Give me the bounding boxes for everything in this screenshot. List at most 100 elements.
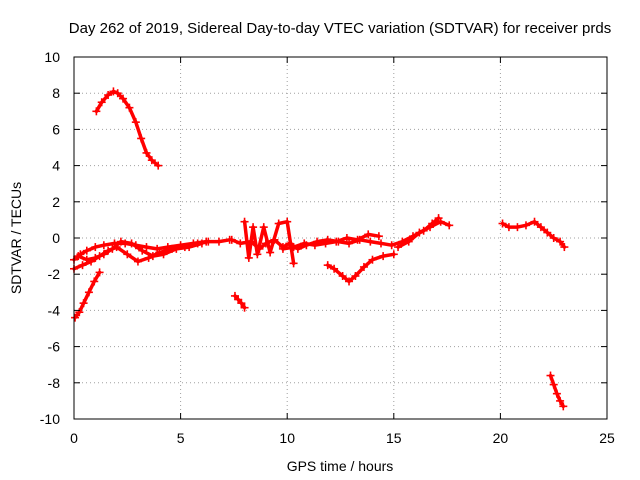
y-tick-label: -10 — [40, 411, 60, 427]
x-tick-label: 20 — [493, 430, 509, 446]
data-point — [259, 223, 268, 232]
data-point — [240, 217, 249, 226]
data-point — [559, 402, 568, 411]
data-point — [109, 87, 118, 96]
data-point — [368, 255, 377, 264]
data-point — [142, 243, 151, 252]
data-point — [436, 217, 445, 226]
data-point — [404, 237, 413, 246]
data-point — [504, 223, 513, 232]
data-point — [394, 243, 403, 252]
data-point — [82, 255, 91, 264]
data-point — [133, 257, 142, 266]
data-point — [204, 237, 213, 246]
data-point — [116, 237, 125, 246]
data-point — [138, 246, 147, 255]
data-point — [119, 94, 128, 103]
data-point — [249, 223, 258, 232]
x-tick-label: 10 — [279, 430, 295, 446]
y-tick-label: 6 — [52, 121, 60, 137]
data-point — [379, 252, 388, 261]
series-drop-evening — [546, 371, 568, 411]
data-point — [530, 217, 539, 226]
data-point — [426, 223, 435, 232]
data-point — [74, 252, 83, 261]
data-point — [253, 250, 262, 259]
series-band-mid-spikes — [240, 217, 298, 268]
y-tick-label: -4 — [48, 302, 61, 318]
data-point — [90, 277, 99, 286]
data-point — [321, 239, 330, 248]
y-tick-label: -6 — [48, 339, 61, 355]
data-point — [97, 98, 106, 107]
data-point — [99, 241, 108, 250]
data-point — [345, 277, 354, 286]
series-band-c — [74, 237, 206, 264]
data-point — [127, 239, 136, 248]
x-tick-label: 0 — [70, 430, 78, 446]
data-point — [556, 396, 565, 405]
data-point — [415, 228, 424, 237]
series-line — [500, 219, 567, 249]
data-point — [95, 268, 104, 277]
plot-data — [70, 87, 569, 411]
data-point — [387, 241, 396, 250]
data-point — [148, 252, 157, 261]
data-point — [78, 261, 87, 270]
data-point — [75, 308, 84, 317]
data-point — [154, 161, 163, 170]
data-point — [91, 253, 100, 262]
data-point — [108, 244, 117, 253]
data-point — [389, 250, 398, 259]
x-axis-label: GPS time / hours — [287, 458, 394, 474]
chart-title: Day 262 of 2019, Sidereal Day-to-day VTE… — [69, 20, 611, 37]
data-point — [214, 237, 223, 246]
data-point — [546, 371, 555, 380]
data-point — [137, 134, 146, 143]
data-point — [310, 241, 319, 250]
data-point — [159, 250, 168, 259]
data-point — [351, 272, 360, 281]
data-point — [104, 91, 113, 100]
data-point — [266, 248, 275, 257]
data-point — [498, 219, 507, 228]
y-tick-label: 8 — [52, 85, 60, 101]
data-point — [79, 299, 88, 308]
x-tick-label: 15 — [386, 430, 402, 446]
data-point — [552, 389, 561, 398]
data-point — [445, 221, 454, 230]
data-point — [338, 272, 347, 281]
data-point — [185, 243, 194, 252]
data-point — [84, 288, 93, 297]
data-point — [374, 232, 383, 241]
data-point — [147, 156, 156, 165]
y-axis-label: SDTVAR / TECUs — [8, 182, 24, 294]
data-point — [323, 261, 332, 270]
data-point — [353, 235, 362, 244]
data-point — [549, 380, 558, 389]
grid — [74, 57, 607, 419]
series-arc-evening — [498, 217, 569, 252]
data-point — [300, 239, 309, 248]
series-arc-morning-low — [71, 268, 104, 322]
data-point — [345, 239, 354, 248]
data-point — [240, 303, 249, 312]
data-point — [92, 107, 101, 116]
data-point — [283, 217, 292, 226]
data-point — [71, 313, 80, 322]
series-arc-morning-high — [92, 87, 163, 170]
data-point — [278, 244, 287, 253]
data-point — [513, 223, 522, 232]
data-point — [142, 148, 151, 157]
data-point — [274, 219, 283, 228]
data-point — [172, 244, 181, 253]
y-tick-label: 2 — [52, 194, 60, 210]
axis-ticks: 0 5 10 15 20 25 -10 -8 -6 -4 -2 0 2 4 6 8 10 — [40, 49, 615, 446]
data-point — [536, 223, 545, 232]
data-point — [237, 299, 246, 308]
data-point — [364, 230, 373, 239]
series-band-mid-b — [278, 230, 383, 253]
series-line — [281, 232, 381, 251]
data-point — [123, 250, 132, 259]
